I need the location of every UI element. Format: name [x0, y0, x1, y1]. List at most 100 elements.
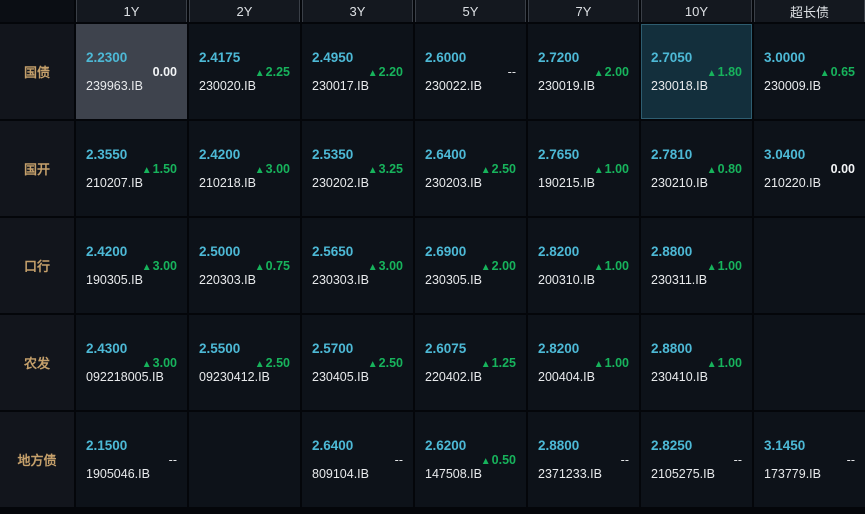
change-amount: 2.50 — [491, 161, 516, 176]
change-amount: 1.50 — [152, 161, 177, 176]
grid-cell-r2-c0[interactable]: 2.4200 190305.IB ▲3.00 — [76, 218, 187, 313]
grid-cell-r0-c0[interactable]: 2.2300 239963.IB 0.00 — [76, 24, 187, 119]
grid-cell-r1-c4[interactable]: 2.7650 190215.IB ▲1.00 — [528, 121, 639, 216]
change-amount: 2.50 — [378, 355, 403, 370]
grid-cell-r0-c4[interactable]: 2.7200 230019.IB ▲2.00 — [528, 24, 639, 119]
grid-cell-r4-c4[interactable]: 2.8800 2371233.IB -- — [528, 412, 639, 507]
bond-code: 230009.IB — [764, 79, 821, 93]
grid-cell-r3-c2[interactable]: 2.5700 230405.IB ▲2.50 — [302, 315, 413, 410]
change-value: ▲1.00 — [594, 259, 629, 273]
grid-cell-r1-c0[interactable]: 2.3550 210207.IB ▲1.50 — [76, 121, 187, 216]
change-value: ▲2.50 — [368, 356, 403, 370]
yield-value: 2.5500 — [199, 341, 241, 356]
grid-cell-r2-c2[interactable]: 2.5650 230303.IB ▲3.00 — [302, 218, 413, 313]
yield-value: 2.3550 — [86, 147, 128, 162]
column-header-0[interactable]: 1Y — [76, 0, 187, 22]
column-header-5[interactable]: 10Y — [641, 0, 752, 22]
grid-cell-r3-c3[interactable]: 2.6075 220402.IB ▲1.25 — [415, 315, 526, 410]
grid-cell-r1-c2[interactable]: 2.5350 230202.IB ▲3.25 — [302, 121, 413, 216]
grid-cell-r3-c4[interactable]: 2.8200 200404.IB ▲1.00 — [528, 315, 639, 410]
grid-cell-r4-c5[interactable]: 2.8250 2105275.IB -- — [641, 412, 752, 507]
column-header-3[interactable]: 5Y — [415, 0, 526, 22]
yield-value: 3.0000 — [764, 50, 806, 65]
grid-cell-r0-c5[interactable]: 2.7050 230018.IB ▲1.80 — [641, 24, 752, 119]
change-value: -- — [620, 452, 629, 467]
grid-cell-r1-c3[interactable]: 2.6400 230203.IB ▲2.50 — [415, 121, 526, 216]
bottom-scrollbar-track[interactable] — [0, 507, 865, 514]
grid-cell-r2-c3[interactable]: 2.6900 230305.IB ▲2.00 — [415, 218, 526, 313]
row-label-4[interactable]: 地方债 — [0, 412, 74, 507]
grid-cell-r3-c0[interactable]: 2.4300 092218005.IB ▲3.00 — [76, 315, 187, 410]
yield-value: 2.8200 — [538, 341, 580, 356]
row-label-3[interactable]: 农发 — [0, 315, 74, 410]
bond-code: 230202.IB — [312, 176, 369, 190]
bond-code: 210220.IB — [764, 176, 821, 190]
yield-value: 2.7650 — [538, 147, 580, 162]
grid-cell-r4-c6[interactable]: 3.1450 173779.IB -- — [754, 412, 865, 507]
grid-cell-r1-c5[interactable]: 2.7810 230210.IB ▲0.80 — [641, 121, 752, 216]
grid-cell-r0-c6[interactable]: 3.0000 230009.IB ▲0.65 — [754, 24, 865, 119]
row-label-0[interactable]: 国债 — [0, 24, 74, 119]
grid-cell-r4-c3[interactable]: 2.6200 147508.IB ▲0.50 — [415, 412, 526, 507]
yield-value: 2.5650 — [312, 244, 354, 259]
change-amount: 3.25 — [378, 161, 403, 176]
yield-value: 2.6900 — [425, 244, 467, 259]
yield-value: 2.5350 — [312, 147, 354, 162]
grid-cell-r0-c2[interactable]: 2.4950 230017.IB ▲2.20 — [302, 24, 413, 119]
grid-cell-r3-c1[interactable]: 2.5500 09230412.IB ▲2.50 — [189, 315, 300, 410]
grid-cell-r1-c6[interactable]: 3.0400 210220.IB 0.00 — [754, 121, 865, 216]
column-header-1[interactable]: 2Y — [189, 0, 300, 22]
bond-code: 09230412.IB — [199, 370, 270, 384]
row-label-2[interactable]: 口行 — [0, 218, 74, 313]
grid-cell-r3-c5[interactable]: 2.8800 230410.IB ▲1.00 — [641, 315, 752, 410]
grid-cell-r4-c0[interactable]: 2.1500 1905046.IB -- — [76, 412, 187, 507]
yield-value: 3.0400 — [764, 147, 806, 162]
bond-code: 230305.IB — [425, 273, 482, 287]
column-header-2[interactable]: 3Y — [302, 0, 413, 22]
change-value: -- — [394, 452, 403, 467]
grid-cell-r3-c6[interactable] — [754, 315, 865, 410]
bond-code: 092218005.IB — [86, 370, 164, 384]
change-amount: 2.20 — [378, 64, 403, 79]
bond-code: 147508.IB — [425, 467, 482, 481]
grid-cell-r4-c2[interactable]: 2.6400 809104.IB -- — [302, 412, 413, 507]
yield-value: 3.1450 — [764, 438, 806, 453]
change-value: ▲3.00 — [142, 259, 177, 273]
grid-cell-r2-c1[interactable]: 2.5000 220303.IB ▲0.75 — [189, 218, 300, 313]
up-arrow-icon: ▲ — [480, 358, 491, 370]
change-value: ▲1.50 — [142, 162, 177, 176]
change-value: ▲3.00 — [368, 259, 403, 273]
change-amount: 1.00 — [717, 355, 742, 370]
change-amount: 1.00 — [604, 258, 629, 273]
change-value: 0.00 — [152, 64, 177, 79]
grid-cell-r2-c5[interactable]: 2.8800 230311.IB ▲1.00 — [641, 218, 752, 313]
change-value: ▲1.00 — [594, 356, 629, 370]
column-header-6[interactable]: 超长债 — [754, 0, 865, 22]
bond-code: 200310.IB — [538, 273, 595, 287]
yield-value: 2.4200 — [86, 244, 128, 259]
grid-cell-r0-c3[interactable]: 2.6000 230022.IB -- — [415, 24, 526, 119]
grid-cell-r2-c4[interactable]: 2.8200 200310.IB ▲1.00 — [528, 218, 639, 313]
change-value: -- — [507, 64, 516, 79]
up-arrow-icon: ▲ — [367, 164, 378, 176]
change-value: -- — [846, 452, 855, 467]
up-arrow-icon: ▲ — [141, 164, 152, 176]
row-label-1[interactable]: 国开 — [0, 121, 74, 216]
grid-cell-r2-c6[interactable] — [754, 218, 865, 313]
up-arrow-icon: ▲ — [480, 455, 491, 467]
up-arrow-icon: ▲ — [593, 261, 604, 273]
yield-value: 2.8800 — [538, 438, 580, 453]
grid-cell-r4-c1[interactable] — [189, 412, 300, 507]
change-value: ▲2.25 — [255, 65, 290, 79]
change-amount: 3.00 — [152, 355, 177, 370]
grid-cell-r1-c1[interactable]: 2.4200 210218.IB ▲3.00 — [189, 121, 300, 216]
column-header-4[interactable]: 7Y — [528, 0, 639, 22]
grid-cell-r0-c1[interactable]: 2.4175 230020.IB ▲2.25 — [189, 24, 300, 119]
change-amount: 1.25 — [491, 355, 516, 370]
up-arrow-icon: ▲ — [141, 261, 152, 273]
yield-value: 2.4300 — [86, 341, 128, 356]
change-amount: 0.65 — [830, 64, 855, 79]
bond-code: 2105275.IB — [651, 467, 715, 481]
change-value: ▲3.25 — [368, 162, 403, 176]
yield-value: 2.5700 — [312, 341, 354, 356]
